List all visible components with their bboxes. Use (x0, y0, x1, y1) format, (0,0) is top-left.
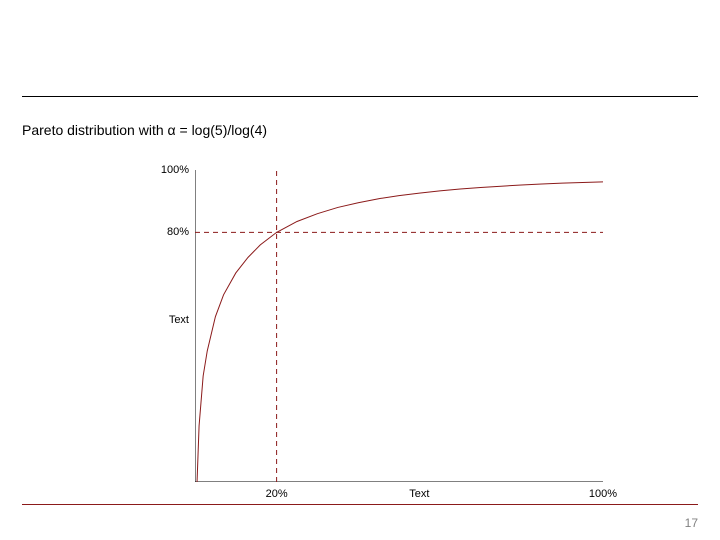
y-tick-80: 80% (155, 226, 189, 238)
page-number: 17 (685, 516, 698, 530)
x-axis-text-label: Text (399, 488, 439, 500)
y-tick-100: 100% (155, 164, 189, 176)
chart-svg (195, 170, 603, 482)
top-divider (22, 96, 698, 97)
x-tick-100: 100% (583, 488, 623, 500)
slide-title: Pareto distribution with α = log(5)/log(… (22, 122, 267, 138)
pareto-chart (195, 170, 603, 482)
slide-page: Pareto distribution with α = log(5)/log(… (0, 0, 720, 540)
x-tick-20: 20% (257, 488, 297, 500)
bottom-divider (22, 504, 698, 505)
y-axis-text-label: Text (155, 314, 189, 326)
